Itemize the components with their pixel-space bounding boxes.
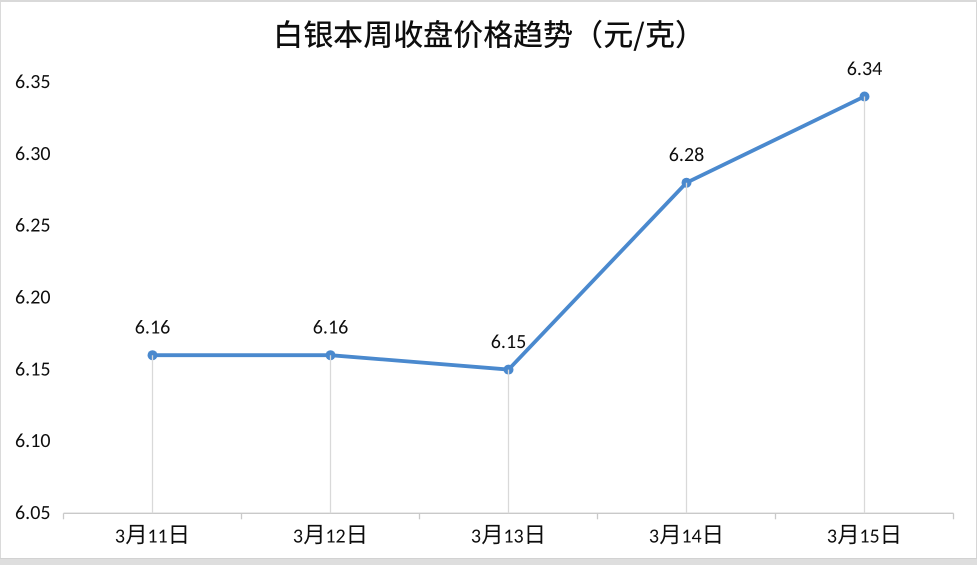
y-axis-tick-label: 6.25 — [15, 214, 50, 238]
y-axis-tick-label: 6.30 — [15, 142, 50, 166]
y-axis-tick-label: 6.15 — [15, 357, 50, 381]
chart-title: 白银本周收盘价格趋势（元/克） — [273, 11, 705, 55]
y-axis-tick-label: 6.35 — [15, 70, 50, 94]
frame-bottom-border — [0, 558, 977, 565]
data-label: 6.34 — [847, 57, 882, 81]
y-axis-tick-label: 6.20 — [15, 286, 50, 310]
x-axis-category-label: 3月13日 — [471, 525, 546, 549]
frame-left-border — [0, 2, 1, 558]
data-label: 6.16 — [135, 316, 170, 340]
data-label: 6.16 — [313, 316, 348, 340]
y-axis-tick-label: 6.10 — [15, 429, 50, 453]
frame-right-border — [975, 2, 977, 558]
x-axis-category-label: 3月14日 — [649, 525, 724, 549]
frame-top-border — [0, 0, 977, 2]
data-label: 6.28 — [669, 143, 704, 167]
series-line — [150, 94, 867, 372]
x-axis-category-label: 3月11日 — [115, 525, 190, 549]
data-label: 6.15 — [491, 330, 526, 354]
y-axis-tick-label: 6.05 — [15, 501, 50, 525]
x-axis-category-label: 3月15日 — [827, 525, 902, 549]
x-axis-category-label: 3月12日 — [293, 525, 368, 549]
